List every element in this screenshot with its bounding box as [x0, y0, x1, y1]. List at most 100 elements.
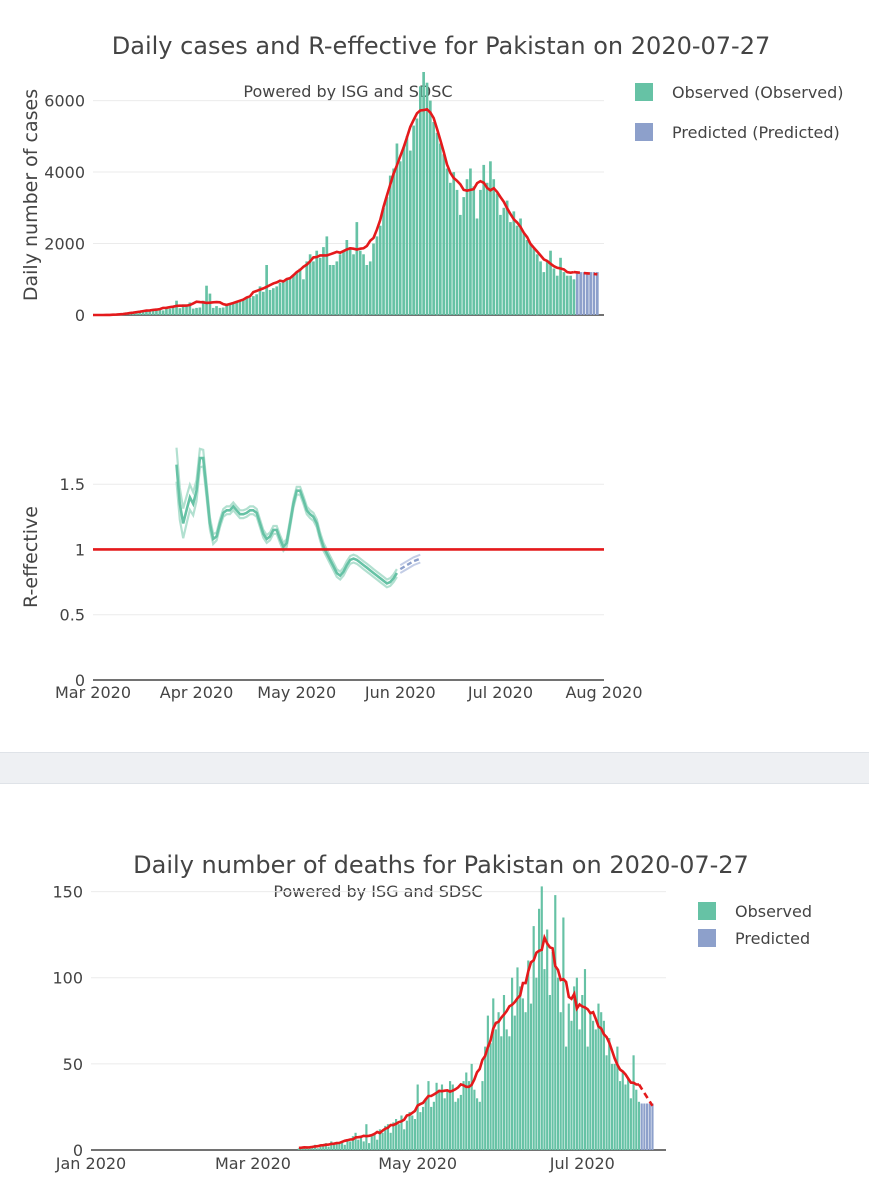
r-predicted-upper [399, 553, 421, 566]
observed-bar [181, 304, 185, 315]
observed-bar [349, 1141, 352, 1150]
y-tick-label: 50 [63, 1055, 83, 1074]
observed-bar [489, 161, 492, 315]
y-tick-label: 0 [73, 1141, 83, 1160]
r-tick-label: 1 [75, 540, 85, 559]
observed-bar [508, 1036, 511, 1150]
observed-bar [403, 1129, 406, 1150]
observed-bar [472, 186, 476, 315]
observed-bar [635, 1089, 638, 1150]
observed-bar [424, 1098, 427, 1150]
observed-bar [489, 1043, 492, 1150]
observed-bar [516, 967, 519, 1150]
observed-bar [381, 1132, 384, 1150]
observed-bar [308, 254, 312, 316]
observed-bar [325, 236, 329, 315]
legend2-predicted-label[interactable]: Predicted [735, 929, 810, 948]
observed-bar [429, 100, 432, 315]
observed-bar [215, 306, 218, 315]
observed-bar [511, 977, 514, 1150]
observed-bar [540, 886, 543, 1150]
legend-observed-swatch[interactable] [635, 83, 653, 101]
observed-bar [402, 147, 405, 315]
observed-bar [454, 1101, 457, 1150]
observed-bar [492, 179, 496, 315]
observed-bar [465, 179, 469, 315]
predicted-bar [579, 272, 582, 315]
observed-bar [292, 275, 295, 315]
observed-bar [158, 308, 162, 315]
observed-bar [400, 1115, 403, 1150]
observed-bar [235, 302, 238, 315]
chart2-legend: Observed Predicted [698, 902, 812, 948]
observed-bar [627, 1077, 630, 1150]
observed-bar [362, 254, 365, 316]
legend-observed-label[interactable]: Observed (Observed) [672, 83, 844, 102]
observed-bar [411, 1115, 414, 1150]
observed-bar [368, 261, 372, 315]
observed-bar [354, 1132, 357, 1150]
observed-bar [415, 118, 419, 315]
observed-bar [265, 265, 268, 315]
predicted-bar [589, 272, 592, 315]
observed-bar [422, 72, 425, 315]
observed-bar [332, 1144, 336, 1150]
x-tick-label: Jun 2020 [364, 683, 436, 702]
observed-bar [218, 307, 222, 315]
y-tick-label: 150 [52, 883, 83, 902]
observed-bar [559, 1012, 562, 1150]
observed-bar [338, 254, 342, 316]
observed-bar [497, 1012, 500, 1150]
observed-bar [351, 1136, 354, 1150]
observed-bar [546, 929, 549, 1150]
observed-bar [600, 1012, 603, 1150]
predicted-bar [596, 272, 599, 315]
predicted-bar [648, 1103, 651, 1150]
observed-bar [465, 1072, 468, 1150]
observed-bar [298, 268, 302, 315]
observed-bar [495, 193, 499, 315]
deaths-bars [297, 886, 654, 1150]
observed-bar [345, 240, 349, 315]
observed-bar [330, 1141, 333, 1150]
observed-bar [295, 272, 299, 315]
observed-bar [419, 86, 422, 315]
observed-bar [282, 281, 285, 315]
observed-bar [632, 1055, 635, 1150]
r-lower-bound [175, 464, 398, 589]
cases-r-effective-chart: Daily cases and R-effective for Pakistan… [20, 32, 844, 702]
observed-bar [556, 977, 560, 1150]
predicted-bar [586, 272, 589, 315]
observed-bar [245, 297, 248, 315]
observed-bar [455, 189, 459, 315]
observed-bar [419, 1112, 422, 1150]
observed-bar [430, 1106, 433, 1150]
legend2-predicted-swatch[interactable] [698, 929, 716, 947]
observed-bar [303, 1148, 306, 1150]
observed-bar [382, 207, 385, 315]
observed-bar [327, 1146, 330, 1150]
predicted-bar [582, 272, 586, 315]
observed-bar [594, 1029, 597, 1150]
observed-bar [408, 1112, 411, 1150]
legend-predicted-label[interactable]: Predicted (Predicted) [672, 123, 840, 142]
observed-bar [569, 275, 572, 315]
observed-bar [155, 309, 158, 315]
legend2-observed-label[interactable]: Observed [735, 902, 812, 921]
observed-bar [432, 1101, 435, 1150]
observed-bar [357, 1139, 360, 1150]
observed-bar [275, 286, 279, 315]
observed-bar [359, 1136, 363, 1150]
observed-bar [392, 1122, 395, 1150]
observed-bar [161, 310, 165, 315]
legend-predicted-swatch[interactable] [635, 123, 653, 141]
observed-bar [425, 82, 429, 315]
legend2-observed-swatch[interactable] [698, 902, 716, 920]
observed-bar [442, 154, 446, 315]
observed-bar [316, 1148, 319, 1150]
observed-bar [462, 197, 466, 315]
observed-bar [145, 311, 148, 315]
observed-bar [148, 309, 152, 315]
observed-bar [378, 1129, 381, 1150]
observed-bar [178, 308, 182, 315]
